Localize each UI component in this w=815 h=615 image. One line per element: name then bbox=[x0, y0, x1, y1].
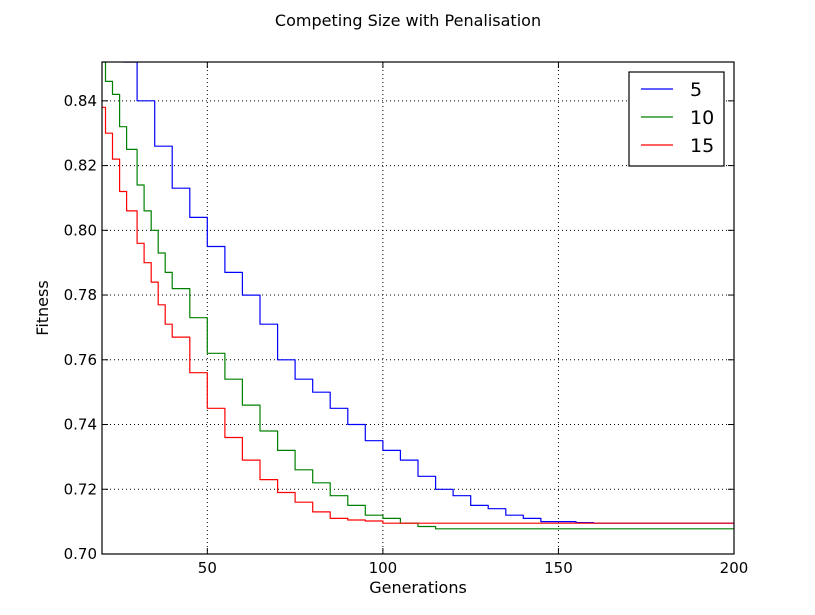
x-tick-label: 100 bbox=[369, 559, 398, 577]
legend-box bbox=[628, 71, 725, 167]
plot-frame bbox=[101, 61, 735, 555]
y-tick-label: 0.84 bbox=[64, 92, 97, 110]
y-tick-label: 0.82 bbox=[64, 157, 97, 175]
legend-label: 10 bbox=[690, 107, 714, 129]
series-lines bbox=[102, 62, 734, 530]
y-tick-label: 0.74 bbox=[64, 416, 97, 434]
y-tick-label: 0.76 bbox=[64, 351, 97, 369]
y-tick-label: 0.70 bbox=[64, 545, 97, 563]
y-axis-title: Fitness bbox=[33, 280, 52, 335]
y-tick-label: 0.78 bbox=[64, 286, 97, 304]
x-axis-title: Generations bbox=[369, 578, 467, 597]
axis-ticks: 50 100 150 200 0.70 0.72 0.74 0.76 0.78 0.80 0.82 0… bbox=[64, 62, 749, 577]
y-tick-label: 0.72 bbox=[64, 480, 97, 498]
chart-title: Competing Size with Penalisation bbox=[275, 11, 541, 30]
series-line-5 bbox=[123, 62, 734, 524]
legend-label: 15 bbox=[690, 135, 714, 157]
legend-label: 5 bbox=[690, 79, 702, 101]
x-tick-label: 50 bbox=[198, 559, 217, 577]
x-tick-label: 200 bbox=[720, 559, 749, 577]
x-tick-label: 150 bbox=[544, 559, 573, 577]
legend: 5 10 15 bbox=[628, 71, 725, 167]
grid bbox=[102, 62, 735, 554]
series-line-15 bbox=[102, 106, 734, 524]
series-line-10 bbox=[102, 62, 734, 530]
y-tick-label: 0.80 bbox=[64, 221, 97, 239]
